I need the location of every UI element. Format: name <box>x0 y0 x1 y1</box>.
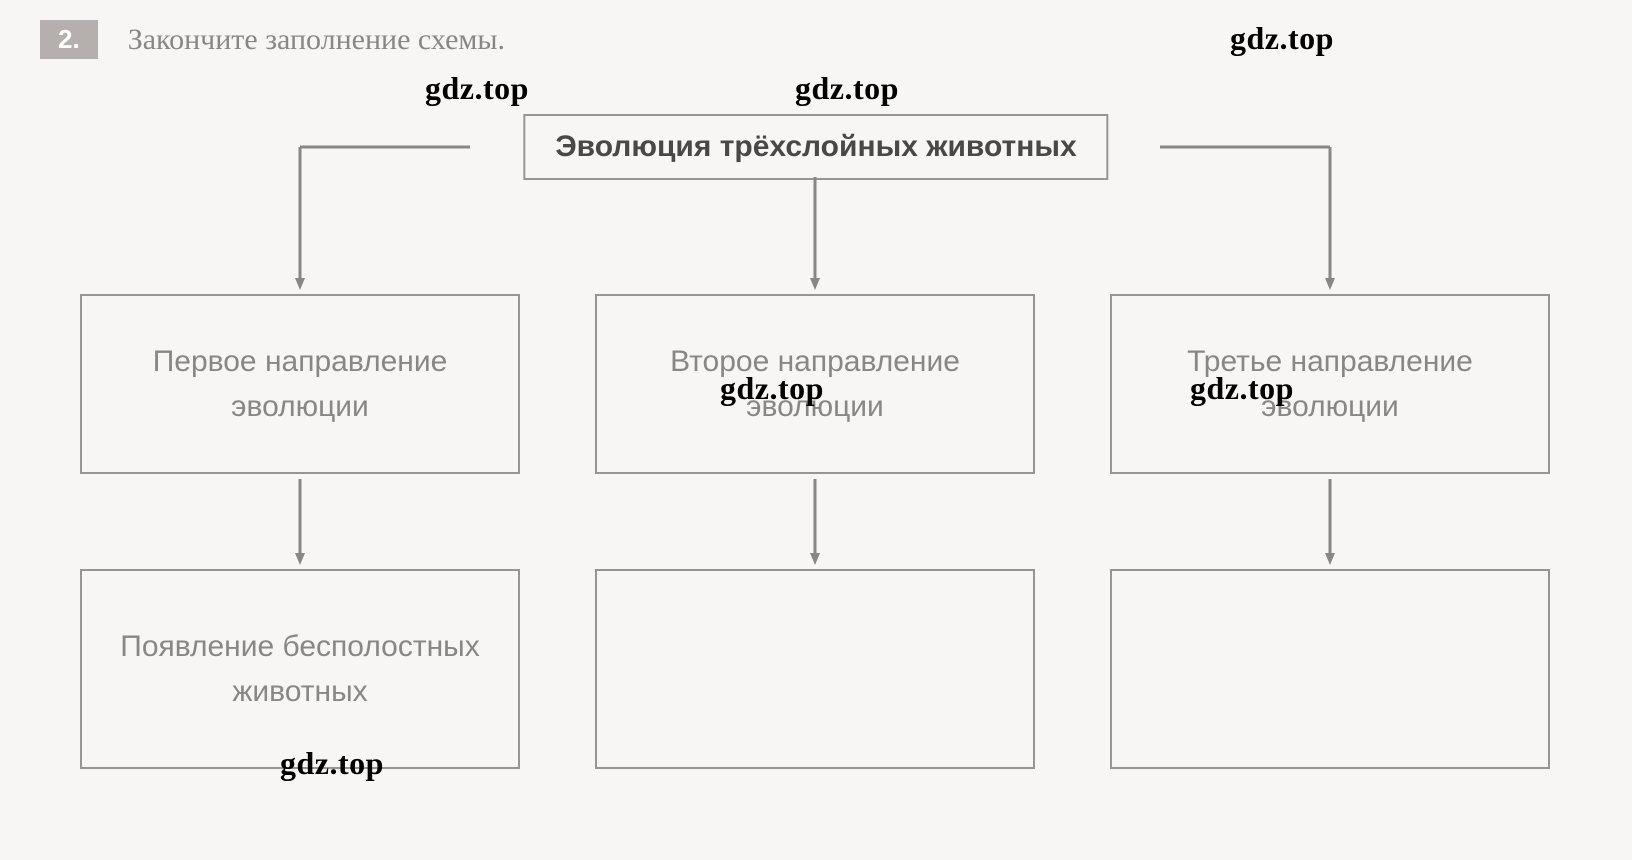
result-3-box <box>1110 569 1550 769</box>
question-number-badge: 2. <box>40 20 98 59</box>
instruction-row: 2. Закончите заполнение схемы. <box>40 20 1592 59</box>
diagram-container: Эволюция трёхслойных животных Первое нап… <box>40 69 1592 829</box>
middle-connector-1 <box>40 69 1590 579</box>
result-1-box: Появление бесполостных животных <box>80 569 520 769</box>
watermark-5: gdz.top <box>1190 370 1294 407</box>
watermark-3: gdz.top <box>1230 20 1334 57</box>
instruction-text: Закончите заполнение схемы. <box>128 23 505 57</box>
result-2-box <box>595 569 1035 769</box>
watermark-4: gdz.top <box>720 370 824 407</box>
watermark-1: gdz.top <box>425 70 529 107</box>
watermark-6: gdz.top <box>280 745 384 782</box>
watermark-2: gdz.top <box>795 70 899 107</box>
